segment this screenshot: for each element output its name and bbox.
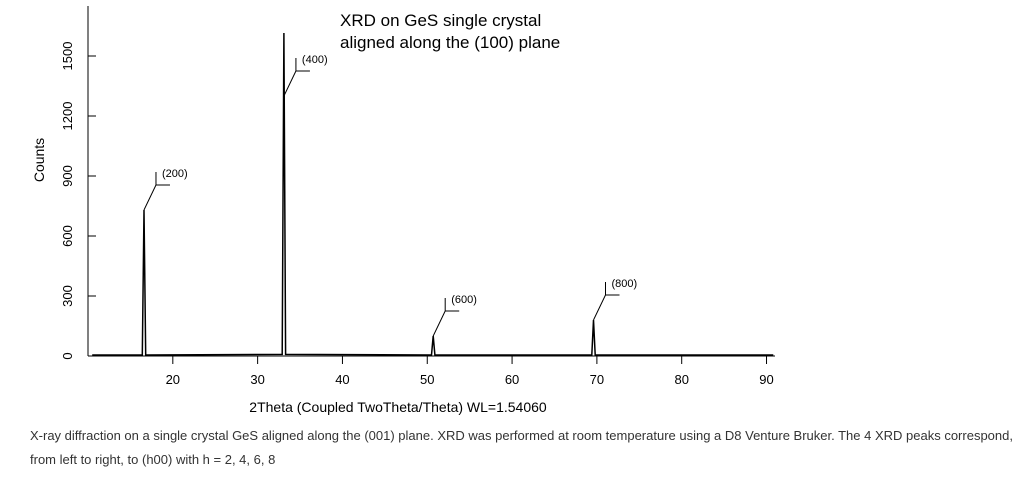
y-axis-label: Counts: [31, 138, 47, 182]
annotation: (400): [302, 54, 328, 66]
x-tick-label: 30: [250, 372, 264, 387]
data-line: [92, 32, 774, 356]
caption: X-ray diffraction on a single crystal Ge…: [30, 428, 1013, 467]
x-tick-label: 40: [335, 372, 349, 387]
chart: XRD on GeS single crystal aligned along …: [31, 6, 775, 415]
x-tick-label: 70: [590, 372, 604, 387]
x-tick-label: 60: [505, 372, 519, 387]
y-tick-label: 0: [60, 352, 75, 359]
x-tick-label: 80: [674, 372, 688, 387]
chart-title: aligned along the (100) plane: [340, 33, 560, 52]
y-tick-label: 1200: [60, 102, 75, 131]
x-tick-label: 90: [759, 372, 773, 387]
x-axis-label: 2Theta (Coupled TwoTheta/Theta) WL=1.540…: [249, 399, 547, 415]
annotation-leader: [593, 282, 620, 321]
y-tick-label: 1500: [60, 42, 75, 71]
chart-title: XRD on GeS single crystal: [340, 11, 541, 30]
annotation: (800): [611, 278, 637, 290]
annotation-leader: [283, 58, 310, 97]
annotation: (200): [162, 168, 188, 180]
annotation: (600): [451, 294, 477, 306]
x-tick-label: 20: [166, 372, 180, 387]
annotation-leader: [432, 298, 460, 337]
x-tick-label: 50: [420, 372, 434, 387]
y-tick-label: 300: [60, 285, 75, 307]
annotation-leader: [143, 172, 170, 211]
y-tick-label: 600: [60, 225, 75, 247]
y-tick-label: 900: [60, 165, 75, 187]
